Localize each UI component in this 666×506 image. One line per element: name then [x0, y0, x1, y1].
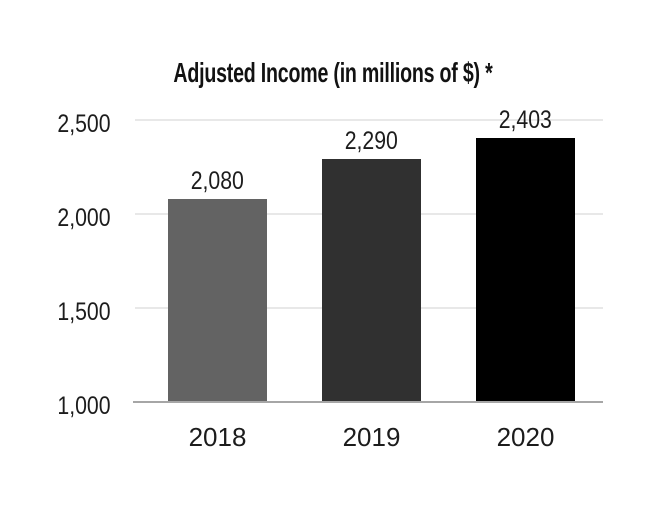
y-tick-label: 1,500 — [20, 299, 111, 325]
chart-title: Adjusted Income (in millions of $) * — [0, 58, 666, 88]
y-tick-label: 2,500 — [20, 111, 111, 137]
bar-2020 — [476, 138, 575, 402]
chart-title-text: Adjusted Income (in millions of $) * — [173, 57, 493, 88]
bar-value-text: 2,080 — [190, 167, 245, 195]
bar-value-text: 2,403 — [498, 106, 553, 134]
y-tick-label: 1,000 — [20, 393, 111, 419]
gridline-2500 — [135, 119, 603, 121]
bar-2018 — [168, 199, 267, 402]
x-category-label: 2018 — [188, 422, 247, 452]
y-tick-text: 1,000 — [57, 392, 111, 420]
x-axis-line — [133, 401, 603, 403]
bar-value-label: 2,403 — [456, 108, 596, 133]
y-tick-label: 2,000 — [20, 205, 111, 231]
bar-2019 — [322, 159, 421, 402]
x-category-label: 2020 — [496, 422, 555, 452]
x-category-label: 2019 — [342, 422, 401, 452]
y-tick-text: 1,500 — [57, 298, 111, 326]
bar-value-label: 2,080 — [148, 169, 288, 194]
bar-value-label: 2,290 — [302, 129, 442, 154]
bar-value-text: 2,290 — [344, 127, 399, 155]
y-tick-text: 2,000 — [57, 204, 111, 232]
y-tick-text: 2,500 — [57, 110, 111, 138]
